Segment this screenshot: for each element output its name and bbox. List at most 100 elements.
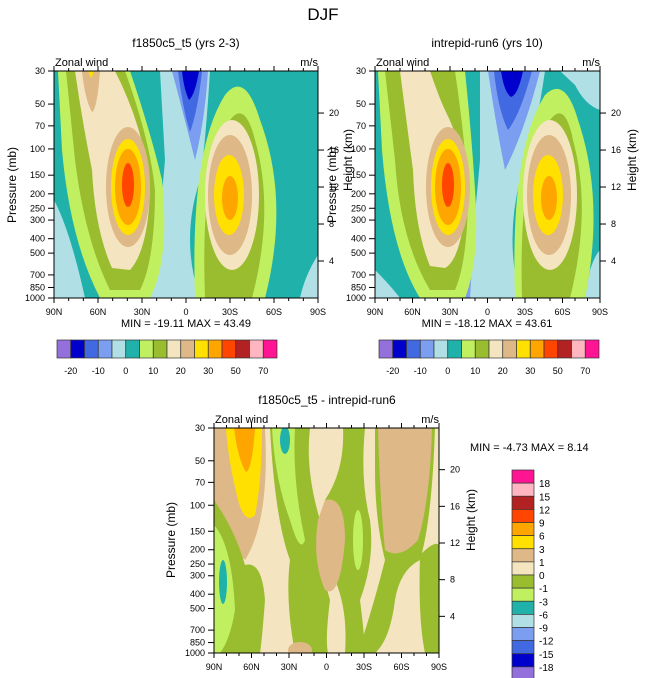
colorbar-label: 9 <box>539 519 545 530</box>
panel-1-contours <box>54 71 318 298</box>
contour-fill-neg6to-3 <box>280 428 290 454</box>
x-tick-label: 60S <box>393 662 409 672</box>
colorbar-box <box>262 339 278 359</box>
colorbar-box <box>433 339 449 359</box>
colorbar-box <box>392 339 407 359</box>
panel-3-colorbar: 18 15 12 9 6 3 1 0 -1 -3 -6 -9 -12 -15 -18 <box>511 469 554 678</box>
colorbar-box <box>511 614 535 628</box>
y-right-tick-label: 20 <box>611 108 621 118</box>
panel-1-ylabel-right: Height (km) <box>341 129 355 191</box>
colorbar-label: 6 <box>539 532 545 543</box>
y-tick-label: 850 <box>30 282 45 292</box>
x-tick-label: 90S <box>431 662 447 672</box>
panel-3-ylabel: Pressure (mb) <box>164 502 178 578</box>
y-tick-label: 250 <box>351 203 366 213</box>
contour-fill-0to5 <box>300 255 318 298</box>
y-tick-label: 70 <box>195 477 205 487</box>
colorbar-box <box>194 339 209 359</box>
colorbar-label: 20 <box>498 366 508 376</box>
panel-1-title: f1850c5_t5 (yrs 2-3) <box>132 36 239 50</box>
colorbar-box <box>543 339 559 359</box>
panel-1-axes: 90N 60N 30N 0 30S 60S 90S 30 50 70 100 150 200 250 300… <box>25 66 339 317</box>
panel-2-ylabel: Pressure (mb) <box>325 147 339 223</box>
colorbar-box <box>511 574 535 589</box>
y-tick-label: 400 <box>351 234 366 244</box>
colorbar-box <box>488 339 504 359</box>
y-right-tick-label: 16 <box>611 145 621 155</box>
colorbar-label: -18 <box>539 663 554 674</box>
y-tick-label: 700 <box>351 270 366 280</box>
colorbar-label: 0 <box>539 571 545 582</box>
colorbar-label: 1 <box>539 558 545 569</box>
contour-fill-neg1to0 <box>325 428 372 653</box>
colorbar-box <box>152 339 168 359</box>
y-right-tick-label: 4 <box>450 611 455 621</box>
x-tick-label: 60S <box>554 307 570 317</box>
y-tick-label: 250 <box>30 203 45 213</box>
x-tick-label: 90S <box>310 307 326 317</box>
contour-fill-0to5 <box>560 71 600 110</box>
panel-3-left-string: Zonal wind <box>215 414 268 426</box>
colorbar-label: -9 <box>539 624 548 635</box>
y-tick-label: 30 <box>195 423 205 433</box>
panel-3-right-string: m/s <box>421 414 439 426</box>
colorbar-box <box>166 339 182 359</box>
colorbar-box <box>56 339 72 359</box>
x-tick-label: 60S <box>266 307 282 317</box>
colorbar-box <box>70 339 85 359</box>
colorbar-box <box>511 627 535 641</box>
x-tick-label: 30S <box>517 307 533 317</box>
contour-fill-neg15to-10 <box>501 71 523 97</box>
colorbar-box <box>474 339 490 359</box>
colorbar-label: -15 <box>539 650 554 661</box>
colorbar-box <box>249 339 264 359</box>
y-tick-label: 400 <box>30 234 45 244</box>
y-tick-label: 700 <box>190 625 205 635</box>
colorbar-box <box>511 535 535 550</box>
colorbar-box <box>221 339 237 359</box>
panel-2-ylabel-right: Height (km) <box>625 129 639 191</box>
colorbar-box <box>125 339 140 359</box>
colorbar-label: -1 <box>539 584 548 595</box>
y-tick-label: 30 <box>356 66 366 76</box>
panel-2-axes: 90N 60N 30N 0 30S 60S 90S 30 50 70 100 150 200 250 300… <box>346 66 621 317</box>
y-right-tick-label: 4 <box>329 256 334 266</box>
panel-2-contours <box>375 71 600 298</box>
y-tick-label: 300 <box>190 571 205 581</box>
colorbar-box <box>406 339 421 359</box>
colorbar-box <box>571 339 586 359</box>
colorbar-label: 15 <box>539 492 551 503</box>
colorbar-label: 20 <box>176 366 186 376</box>
y-right-tick-label: 8 <box>611 219 616 229</box>
panel-2-colorbar: -20 -10 0 10 20 30 50 70 <box>378 339 600 376</box>
y-tick-label: 1000 <box>346 293 366 303</box>
y-tick-label: 500 <box>190 604 205 614</box>
x-tick-label: 30N <box>134 307 151 317</box>
y-tick-label: 200 <box>351 189 366 199</box>
panel-3-contours <box>214 428 439 653</box>
y-tick-label: 150 <box>351 170 366 180</box>
colorbar-box <box>180 339 195 359</box>
colorbar-box <box>447 339 462 359</box>
colorbar-box <box>378 339 394 359</box>
y-tick-label: 50 <box>356 99 366 109</box>
colorbar-label: 18 <box>539 479 551 490</box>
y-right-tick-label: 12 <box>450 538 460 548</box>
contour-fill-neg3to-1 <box>272 428 305 545</box>
colorbar-box <box>511 509 535 523</box>
y-tick-label: 50 <box>195 456 205 466</box>
colorbar-box <box>502 339 517 359</box>
contour-fill-neg6to-3 <box>219 560 227 604</box>
panel-2-left-string: Zonal wind <box>376 57 429 69</box>
contour-fill-0to5 <box>375 270 400 298</box>
y-tick-label: 850 <box>190 638 205 648</box>
x-tick-label: 90S <box>592 307 608 317</box>
x-tick-label: 60N <box>404 307 421 317</box>
contour-fill-1to3 <box>378 428 432 554</box>
y-right-tick-label: 16 <box>450 501 460 511</box>
colorbar-box <box>511 469 535 484</box>
contour-fill-50to60 <box>122 163 134 207</box>
y-tick-label: 250 <box>190 559 205 569</box>
colorbar-label: 0 <box>445 366 450 376</box>
y-tick-label: 850 <box>351 282 366 292</box>
